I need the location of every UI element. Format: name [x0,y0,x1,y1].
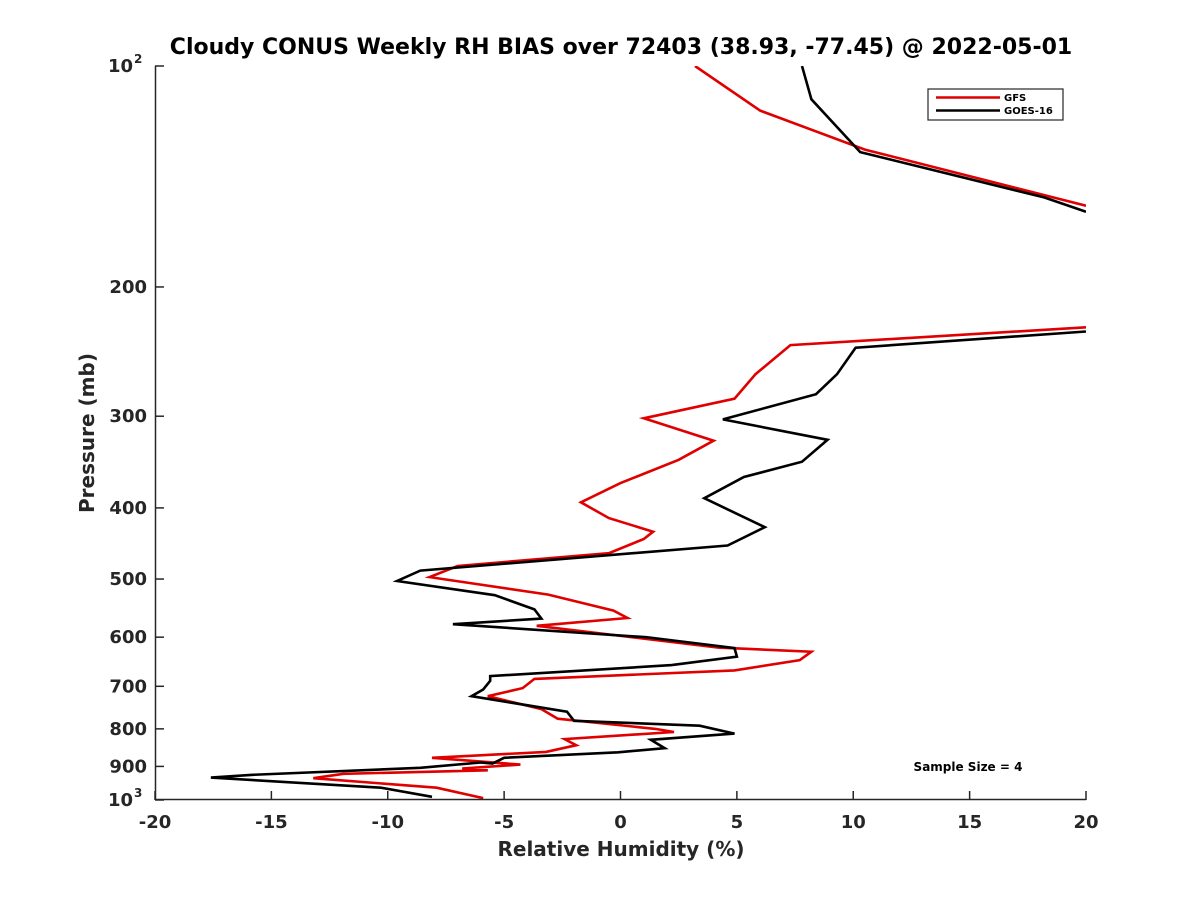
y-tick-base: 10 [108,56,133,77]
y-tick-exponent: 3 [134,786,142,800]
y-tick-label: 900 [109,756,147,777]
y-tick-label: 300 [109,406,147,427]
chart-title: Cloudy CONUS Weekly RH BIAS over 72403 (… [170,35,1072,60]
x-axis-label: Relative Humidity (%) [497,837,744,861]
y-tick-label: 200 [109,277,147,298]
y-tick-label: 700 [109,676,147,697]
x-tick-label: -15 [255,812,288,833]
y-tick-label: 800 [109,719,147,740]
x-tick-label: 0 [614,812,627,833]
x-tick-label: 10 [841,812,866,833]
sample-size-annotation: Sample Size = 4 [914,760,1023,774]
series-line-goes16-seg0 [800,66,1086,214]
x-tick-label: 15 [957,812,982,833]
y-tick-label: 600 [109,627,147,648]
legend-label-goes16: GOES-16 [1004,106,1053,117]
y-tick-label: 10 3 [108,786,142,811]
legend-label-gfs: GFS [1004,93,1026,104]
y-tick-label: 10 2 [108,52,142,77]
y-tick-label: 500 [109,569,147,590]
series-line-goes16-seg1 [210,330,1086,799]
x-tick-label: 20 [1073,812,1098,833]
legend: GFS GOES-16 [927,88,1064,121]
series-layer [210,66,1086,800]
y-tick-base: 10 [108,790,133,811]
y-axis-label: Pressure (mb) [75,353,99,513]
series-line-gfs-seg0 [694,66,1086,207]
x-tick-label: 5 [731,812,744,833]
legend-box [927,88,1064,121]
axes [154,66,1086,801]
x-tick-label: -5 [494,812,514,833]
x-ticks: -20 -15 -10 -5 0 5 10 15 20 [139,791,1099,833]
x-tick-label: -10 [371,812,404,833]
y-tick-label: 400 [109,498,147,519]
x-tick-label: -20 [139,812,172,833]
series-line-gfs-seg1 [313,326,1086,800]
y-tick-exponent: 2 [134,52,142,66]
